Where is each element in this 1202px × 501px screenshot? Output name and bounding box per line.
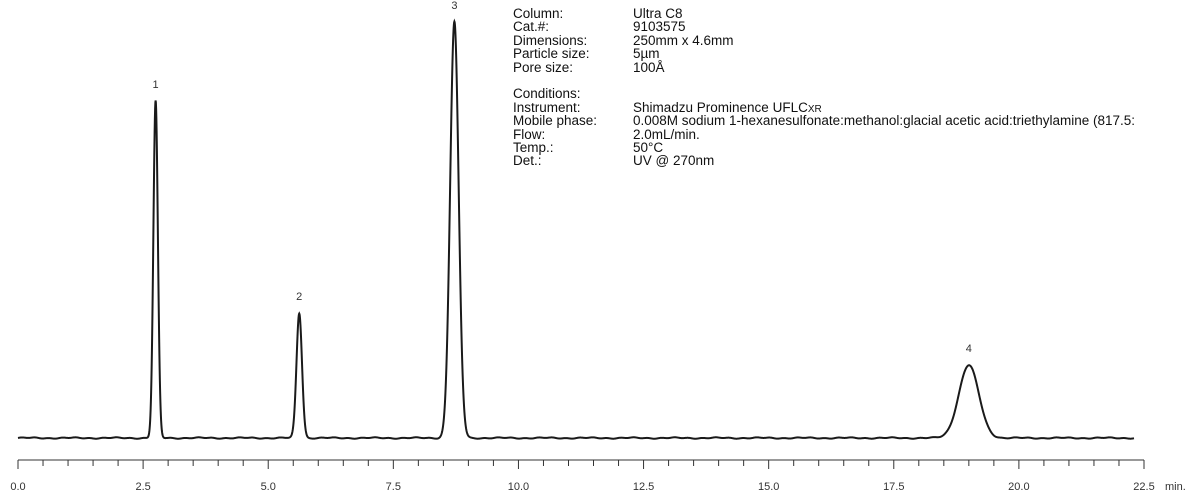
- dimensions-value: 250mm x 4.6mm: [633, 32, 734, 48]
- instrument-label: Instrument:: [513, 99, 581, 115]
- x-tick-label: 10.0: [508, 481, 529, 493]
- x-tick-label: 20.0: [1008, 481, 1029, 493]
- temp-value: 50°C: [633, 139, 664, 155]
- x-tick-label: 5.0: [261, 481, 276, 493]
- method-info: Column: Ultra C8 Cat.#: 9103575 Dimensions…: [513, 7, 1135, 168]
- column-value: Ultra C8: [633, 6, 683, 21]
- flow-label: Flow:: [513, 126, 546, 142]
- x-tick-label: 22.5: [1133, 481, 1154, 493]
- cat-label: Cat.#:: [513, 19, 550, 35]
- conditions-label: Conditions:: [513, 86, 581, 102]
- instrument-name: Shimadzu Prominence UFLC: [633, 99, 808, 115]
- pore-size-value: 100Å: [633, 59, 665, 75]
- particle-size-label: Particle size:: [513, 46, 590, 62]
- x-axis-unit: min.: [1165, 481, 1186, 493]
- peak-label: 2: [296, 291, 302, 303]
- particle-size-value: 5µm: [633, 46, 660, 62]
- dimensions-label: Dimensions:: [513, 32, 588, 48]
- x-tick-label: 15.0: [758, 481, 779, 493]
- x-axis-ticks: 0.0 2.5 5.0 7.5 10.0 12.5 15.0 17.5 20.0 22.5: [10, 460, 1155, 493]
- flow-value: 2.0mL/min.: [633, 126, 700, 142]
- peak-label: 1: [153, 79, 159, 91]
- x-tick-label: 12.5: [633, 481, 654, 493]
- det-value: UV @ 270nm: [633, 153, 715, 169]
- x-tick-label: 17.5: [883, 481, 904, 493]
- x-tick-label: 2.5: [135, 481, 150, 493]
- det-label: Det.:: [513, 153, 542, 169]
- pore-size-label: Pore size:: [513, 59, 574, 75]
- column-label: Column:: [513, 6, 564, 21]
- mobile-phase-value: 0.008M sodium 1-hexanesulfonate:methanol…: [633, 113, 1136, 129]
- x-tick-label: 7.5: [386, 481, 401, 493]
- chromatogram-trace: [17, 18, 1135, 440]
- peak-label: 3: [451, 0, 457, 12]
- cat-value: 9103575: [633, 19, 686, 35]
- temp-label: Temp.:: [513, 139, 554, 155]
- mobile-phase-label: Mobile phase:: [513, 113, 598, 129]
- instrument-suffix: XR: [807, 103, 822, 115]
- peak-labels: 1 2 3 4: [153, 0, 972, 355]
- instrument-value: Shimadzu Prominence UFLCXR: [633, 99, 822, 115]
- x-tick-label: 0.0: [10, 481, 25, 493]
- peak-label: 4: [966, 343, 972, 355]
